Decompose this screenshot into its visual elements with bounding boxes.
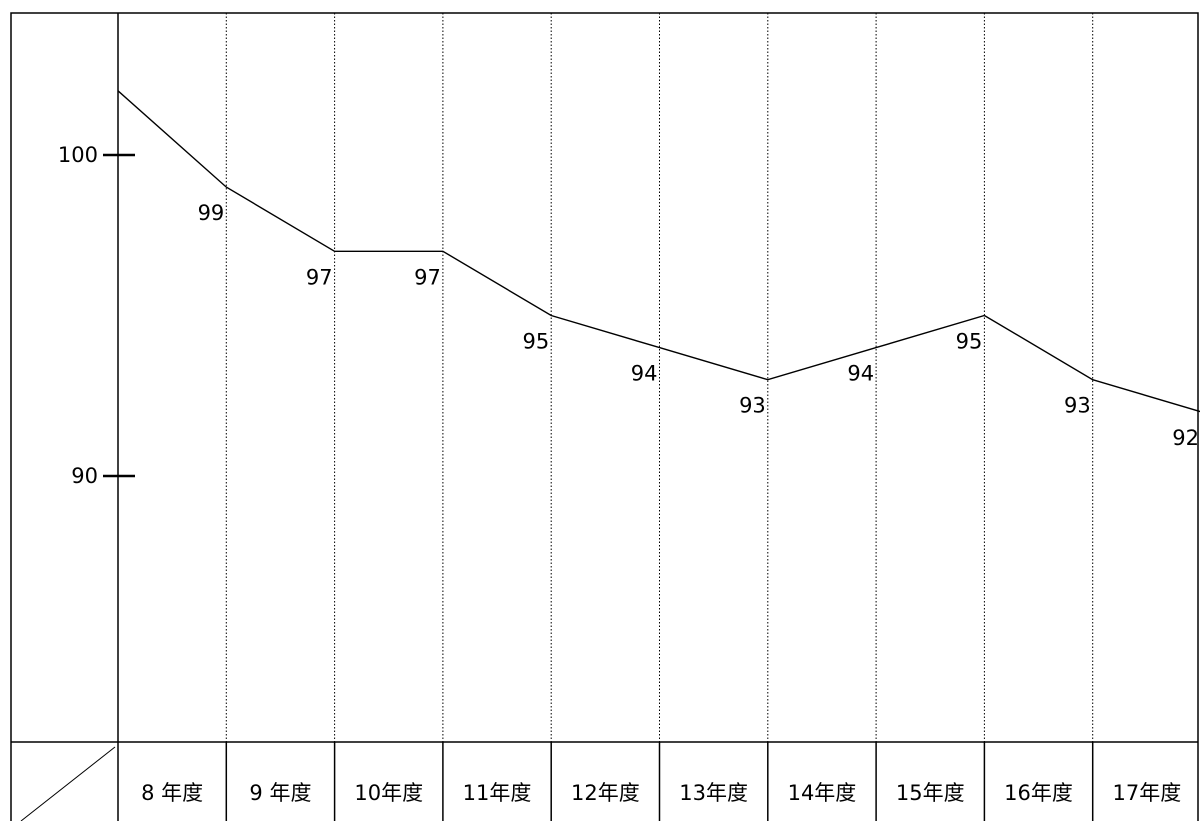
chart-frame (10, 12, 1199, 826)
x-category-label: 9 年度 (249, 781, 311, 805)
data-label: 92 (1172, 426, 1199, 450)
x-category-label: 8 年度 (141, 781, 203, 805)
x-category-label: 14年度 (788, 781, 857, 805)
x-category-label: 12年度 (571, 781, 640, 805)
x-category-label: 11年度 (463, 781, 532, 805)
x-category-label: 17年度 (1112, 781, 1181, 805)
data-label: 99 (198, 201, 225, 225)
data-label: 93 (739, 394, 766, 418)
x-category-label: 15年度 (896, 781, 965, 805)
corner-diagonal (20, 746, 116, 822)
x-category-label: 10年度 (354, 781, 423, 805)
data-label: 97 (306, 265, 333, 289)
data-label: 94 (847, 362, 874, 386)
data-label: 95 (522, 330, 549, 354)
data-label: 97 (414, 265, 441, 289)
x-category-label: 16年度 (1004, 781, 1073, 805)
data-label: 93 (1064, 394, 1091, 418)
x-category-label: 13年度 (679, 781, 748, 805)
series-line (117, 90, 1200, 413)
data-label: 94 (631, 362, 658, 386)
data-label: 95 (956, 330, 983, 354)
y-tick-label: 90 (71, 464, 98, 488)
y-tick-label: 100 (58, 143, 98, 167)
